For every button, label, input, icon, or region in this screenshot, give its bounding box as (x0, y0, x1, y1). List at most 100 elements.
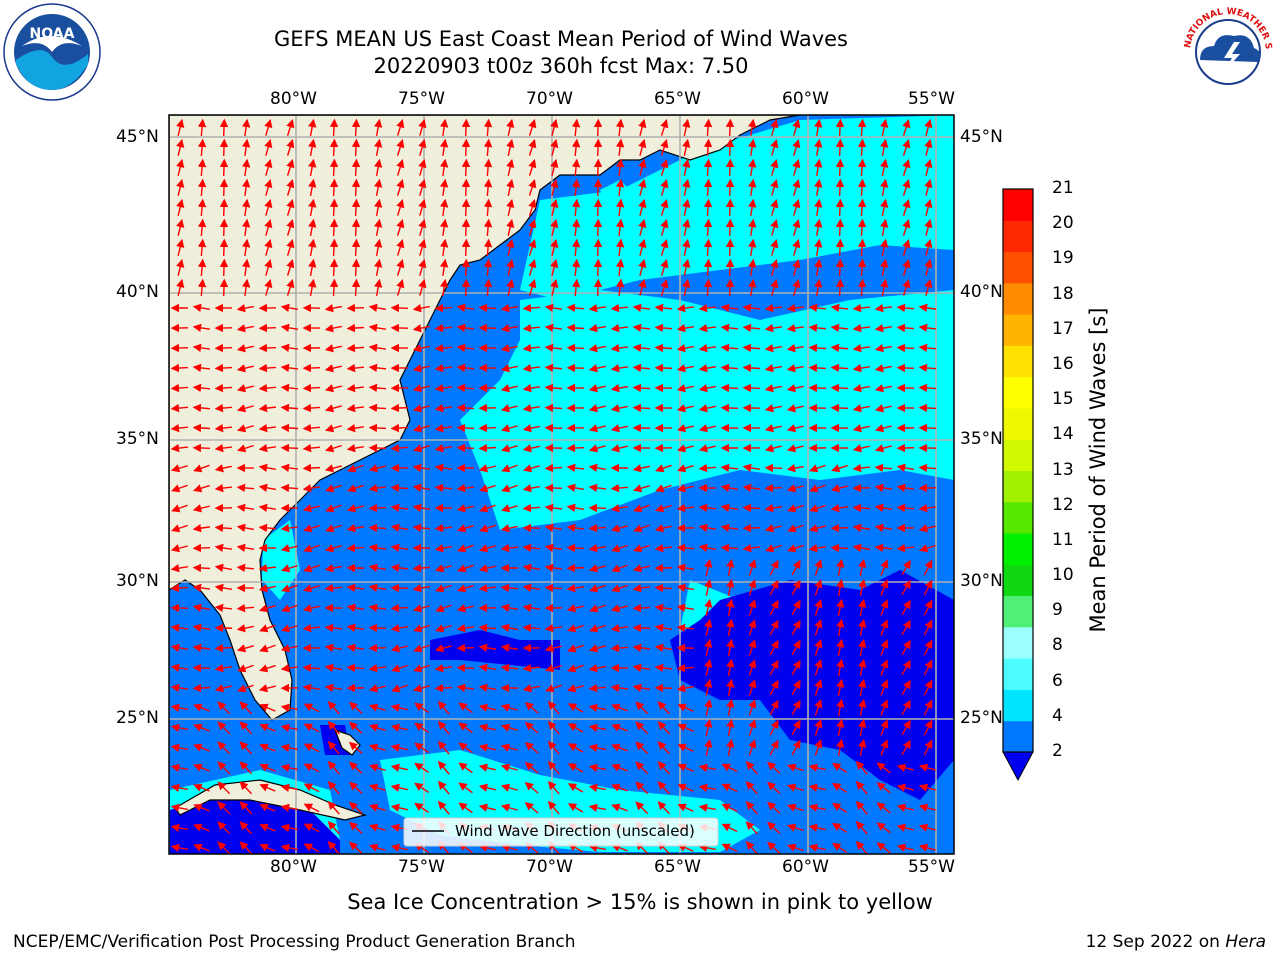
wave-direction-arrow (461, 218, 471, 237)
wave-direction-arrow (676, 324, 695, 333)
wave-direction-arrow (506, 118, 515, 136)
wave-direction-arrow (593, 198, 603, 217)
wave-direction-arrow (745, 780, 758, 795)
wave-direction-arrow (193, 723, 210, 732)
wave-direction-arrow (918, 363, 937, 373)
wave-direction-arrow (286, 179, 295, 196)
wave-direction-arrow (858, 658, 867, 676)
wave-direction-arrow (280, 443, 299, 453)
wave-direction-arrow (374, 138, 383, 156)
wave-direction-arrow (808, 343, 827, 353)
wave-direction-arrow (456, 504, 474, 513)
wave-direction-arrow (676, 623, 695, 633)
wave-direction-arrow (214, 664, 233, 673)
wave-direction-arrow (368, 464, 386, 473)
wave-direction-arrow (522, 363, 541, 373)
wave-direction-arrow (418, 258, 427, 276)
wave-direction-arrow (698, 463, 717, 473)
wave-direction-arrow (528, 239, 537, 256)
wave-direction-arrow (522, 543, 541, 553)
wave-direction-arrow (412, 523, 431, 533)
wave-direction-arrow (654, 603, 673, 613)
colorbar-tick-label: 20 (1052, 213, 1074, 234)
wave-direction-arrow (346, 363, 365, 373)
wave-direction-arrow (258, 684, 276, 693)
wave-direction-arrow (748, 138, 757, 157)
wave-direction-arrow (588, 364, 606, 373)
wave-direction-arrow (764, 463, 783, 473)
wave-direction-arrow (764, 323, 783, 333)
wave-direction-arrow (478, 303, 497, 313)
wave-direction-arrow (786, 324, 805, 333)
wave-direction-arrow (217, 761, 231, 775)
wave-direction-arrow (660, 199, 669, 216)
wave-direction-arrow (588, 463, 607, 472)
wave-direction-arrow (588, 304, 607, 313)
wave-direction-arrow (308, 178, 317, 196)
colorbar-segment (1003, 282, 1033, 315)
wave-direction-arrow (483, 218, 493, 237)
wave-direction-arrow (835, 278, 845, 297)
wave-direction-arrow (327, 800, 340, 815)
wave-direction-arrow (329, 258, 339, 277)
wave-direction-arrow (677, 783, 694, 792)
wave-direction-arrow (434, 644, 452, 653)
wave-direction-arrow (588, 743, 606, 752)
wave-direction-arrow (610, 424, 628, 433)
wave-direction-arrow (924, 178, 933, 196)
wave-direction-arrow (769, 639, 779, 656)
wave-direction-arrow (324, 683, 343, 692)
wave-direction-arrow (918, 783, 936, 792)
wave-direction-arrow (725, 118, 735, 137)
wave-direction-arrow (434, 483, 453, 493)
wave-direction-arrow (748, 679, 757, 696)
wave-direction-arrow (923, 719, 933, 736)
wave-direction-arrow (836, 598, 845, 616)
wave-direction-arrow (192, 343, 211, 353)
wave-direction-arrow (544, 483, 563, 493)
wave-direction-arrow (726, 698, 735, 716)
wave-direction-arrow (346, 543, 365, 553)
wave-direction-arrow (461, 178, 471, 197)
credit-date: 12 Sep 2022 on (1085, 932, 1226, 952)
wave-direction-arrow (197, 278, 207, 297)
wave-direction-arrow (742, 363, 761, 373)
wave-direction-arrow (792, 139, 801, 156)
wave-direction-arrow (176, 118, 185, 136)
wave-direction-arrow (814, 178, 823, 197)
wave-direction-arrow (308, 258, 317, 276)
wave-direction-arrow (435, 624, 452, 633)
wave-direction-arrow (418, 178, 427, 196)
wave-direction-arrow (412, 304, 431, 313)
wave-direction-arrow (324, 583, 343, 593)
wave-direction-arrow (544, 463, 563, 473)
wave-direction-arrow (704, 678, 713, 696)
wave-direction-arrow (390, 644, 408, 653)
wave-direction-arrow (654, 323, 673, 333)
wave-direction-arrow (197, 218, 207, 237)
wave-direction-arrow (571, 218, 581, 237)
wave-direction-arrow (550, 138, 559, 156)
wave-direction-arrow (725, 258, 735, 277)
wave-direction-arrow (593, 178, 603, 197)
wave-direction-arrow (439, 158, 449, 177)
wave-direction-arrow (901, 579, 911, 596)
wave-direction-arrow (456, 403, 475, 413)
wave-direction-arrow (748, 699, 757, 716)
wave-direction-arrow (324, 623, 343, 633)
wave-direction-arrow (830, 383, 849, 393)
wave-direction-arrow (368, 423, 387, 433)
wave-direction-arrow (280, 723, 298, 732)
wave-direction-arrow (192, 603, 211, 612)
wave-direction-arrow (390, 543, 409, 552)
wave-direction-arrow (902, 239, 911, 256)
wave-direction-arrow (193, 464, 210, 473)
wave-direction-arrow (698, 523, 717, 532)
wave-direction-arrow (764, 504, 783, 513)
wave-direction-arrow (742, 503, 761, 513)
wave-direction-arrow (593, 138, 603, 157)
wave-direction-arrow (193, 484, 210, 493)
wave-direction-arrow (214, 583, 233, 592)
wave-direction-arrow (434, 544, 452, 553)
wave-direction-arrow (742, 343, 761, 353)
